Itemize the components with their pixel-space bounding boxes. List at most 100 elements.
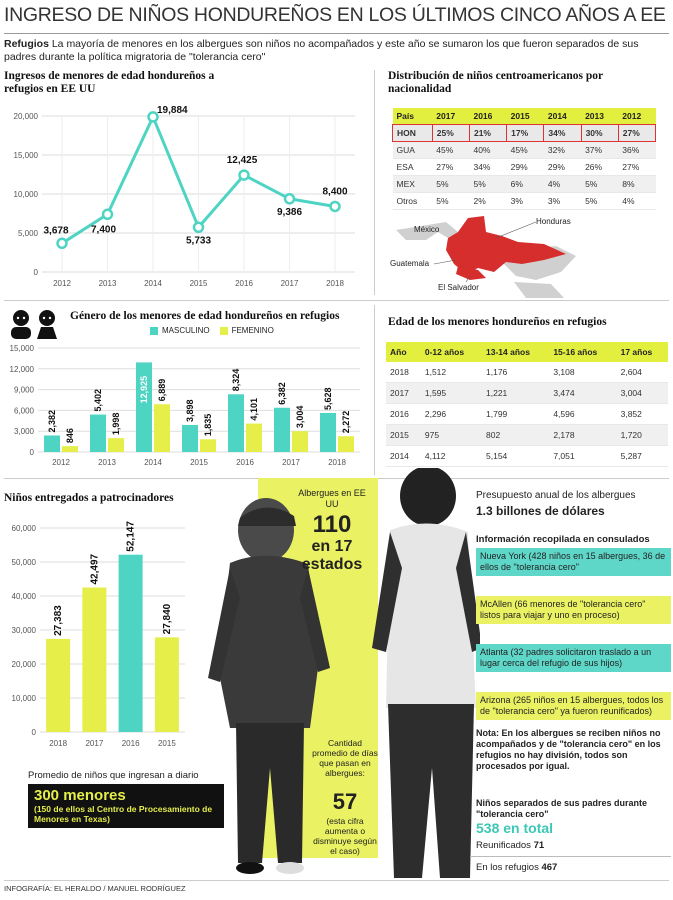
table-cell: 2,604: [616, 362, 668, 383]
table-cell: 2015: [386, 424, 421, 446]
table-cell: 3,852: [616, 403, 668, 425]
column-header: 15-16 años: [549, 342, 617, 362]
column-header: 2016: [469, 108, 507, 125]
sponsors-bar-chart: 0 10,000 20,000 30,000 40,000 50,000 60,000 27,…: [12, 521, 185, 748]
table-cell: 27%: [618, 158, 656, 176]
table-cell: 802: [482, 424, 550, 446]
column-header: 2014: [543, 108, 582, 125]
page-title: INGRESO DE NIÑOS HONDUREÑOS EN LOS ÚLTIM…: [4, 4, 669, 34]
map-label-mexico: México: [414, 225, 440, 234]
table-cell: 1,221: [482, 382, 550, 404]
data-point: [238, 169, 250, 181]
x-tick-label: 2013: [98, 458, 116, 467]
days-note: (esta cifra aumenta o disminuye según el…: [313, 816, 377, 856]
column-header: Año: [386, 342, 421, 362]
table-header-row: País 2017 2016 2015 2014 2013 2012: [392, 108, 656, 125]
x-tick-label: 2014: [144, 279, 162, 288]
table-cell: 26%: [581, 158, 619, 176]
table-cell: 5%: [581, 192, 619, 210]
consulates-title: Información recopilada en consulados: [476, 534, 650, 545]
refuge-value: 467: [541, 862, 558, 873]
data-point: [192, 221, 205, 234]
table-cell: 27%: [617, 124, 657, 142]
table-cell: 2%: [469, 192, 507, 210]
legend-swatch-male: [150, 326, 158, 335]
table-cell: Otros: [392, 192, 433, 210]
x-tick-label: 2018: [49, 739, 67, 748]
gender-chart-title: Género de los menores de edad hondureños…: [70, 310, 340, 322]
data-point: [283, 193, 296, 205]
table-cell: 1,595: [420, 382, 483, 404]
data-label: 9,386: [277, 207, 302, 218]
data-label: 5,733: [186, 235, 211, 246]
note: Nota: En los albergues se reciben niños …: [476, 728, 661, 771]
bar-label: 3,004: [295, 406, 305, 429]
age-table: Año 0-12 años 13-14 años 15-16 años 17 años 2…: [386, 342, 668, 467]
budget-value: 1.3 billones de dólares: [476, 504, 605, 518]
table-row: 2018 1,512 1,176 3,108 2,604: [386, 362, 668, 383]
daily-box: 300 menores (150 de ellos al Centro de P…: [28, 784, 224, 828]
bar-female: [62, 446, 78, 452]
x-tick-label: 2013: [99, 279, 117, 288]
bar-label: 12,925: [139, 376, 149, 404]
legend-male: MASCULINO: [162, 326, 210, 335]
map-label-guatemala: Guatemala: [390, 259, 430, 268]
reunified-value: 71: [533, 840, 545, 851]
y-tick-label: 0: [32, 728, 37, 737]
data-point: [101, 208, 114, 221]
table-cell: 5,154: [482, 445, 550, 467]
x-tick-label: 2012: [52, 458, 70, 467]
line-chart: 0 5,000 10,000 15,000 20,000 2012 2013 2014 2015…: [14, 105, 355, 288]
table-row: 2017 1,595 1,221 3,474 3,004: [386, 382, 668, 404]
bar: [154, 637, 179, 732]
bar-label: 1,835: [203, 414, 213, 437]
table-cell: 45%: [506, 141, 544, 159]
table-cell: 3,108: [549, 362, 617, 383]
column-header: 2015: [506, 108, 544, 125]
bar-female: [338, 436, 354, 452]
bar-label: 42,497: [89, 553, 100, 584]
table-cell: 1,512: [420, 362, 483, 383]
bar-female: [108, 438, 124, 452]
y-tick-label: 20,000: [12, 660, 37, 669]
table-cell: 17%: [506, 124, 545, 142]
bar: [82, 587, 107, 732]
y-tick-label: 5,000: [18, 229, 39, 238]
table-cell: 975: [420, 424, 483, 446]
gender-bar-chart: 0 3,000 6,000 9,000 12,000 15,000 2,382 846 2012…: [10, 344, 360, 467]
y-tick-label: 6,000: [14, 406, 35, 415]
divider: [4, 880, 669, 881]
bar-label: 27,383: [53, 605, 64, 636]
data-point: [56, 237, 68, 250]
table-cell: 6%: [506, 175, 544, 193]
divider: [470, 856, 671, 857]
bar-label: 6,889: [157, 379, 167, 402]
bar-label: 5,628: [323, 387, 333, 410]
table-row: Otros 5% 2% 3% 3% 5% 4%: [392, 192, 656, 210]
x-tick-label: 2017: [85, 739, 103, 748]
intro-text: La mayoría de menores en los albergues s…: [4, 38, 639, 63]
x-tick-label: 2018: [326, 279, 344, 288]
age-table-title: Edad de los menores hondureños en refugi…: [388, 316, 607, 328]
table-cell: 29%: [543, 158, 582, 176]
table-cell: 40%: [469, 141, 507, 159]
column-header: 17 años: [616, 342, 668, 362]
albergues-label: Albergues en EE UU: [298, 488, 366, 509]
consulate-item: Atlanta (32 padres solicitaron traslado …: [476, 644, 671, 672]
bar-female: [154, 404, 170, 452]
table-cell: 5%: [432, 192, 470, 210]
y-tick-label: 10,000: [12, 694, 37, 703]
divider: [374, 70, 375, 295]
daily-note: (150 de ellos al Centro de Procesamiento…: [34, 804, 213, 824]
table-cell: 25%: [431, 124, 470, 142]
bar-male: [320, 412, 336, 452]
data-point: [147, 111, 159, 123]
y-tick-label: 20,000: [14, 112, 39, 121]
table-cell: 5%: [469, 175, 507, 193]
table-row: HON 25% 21% 17% 34% 30% 27%: [392, 124, 657, 142]
x-tick-label: 2014: [144, 458, 162, 467]
table-row: 2014 4,112 5,154 7,051 5,287: [386, 445, 668, 467]
y-tick-label: 60,000: [12, 524, 37, 533]
table-cell: 5,287: [616, 445, 668, 467]
y-tick-label: 50,000: [12, 558, 37, 567]
